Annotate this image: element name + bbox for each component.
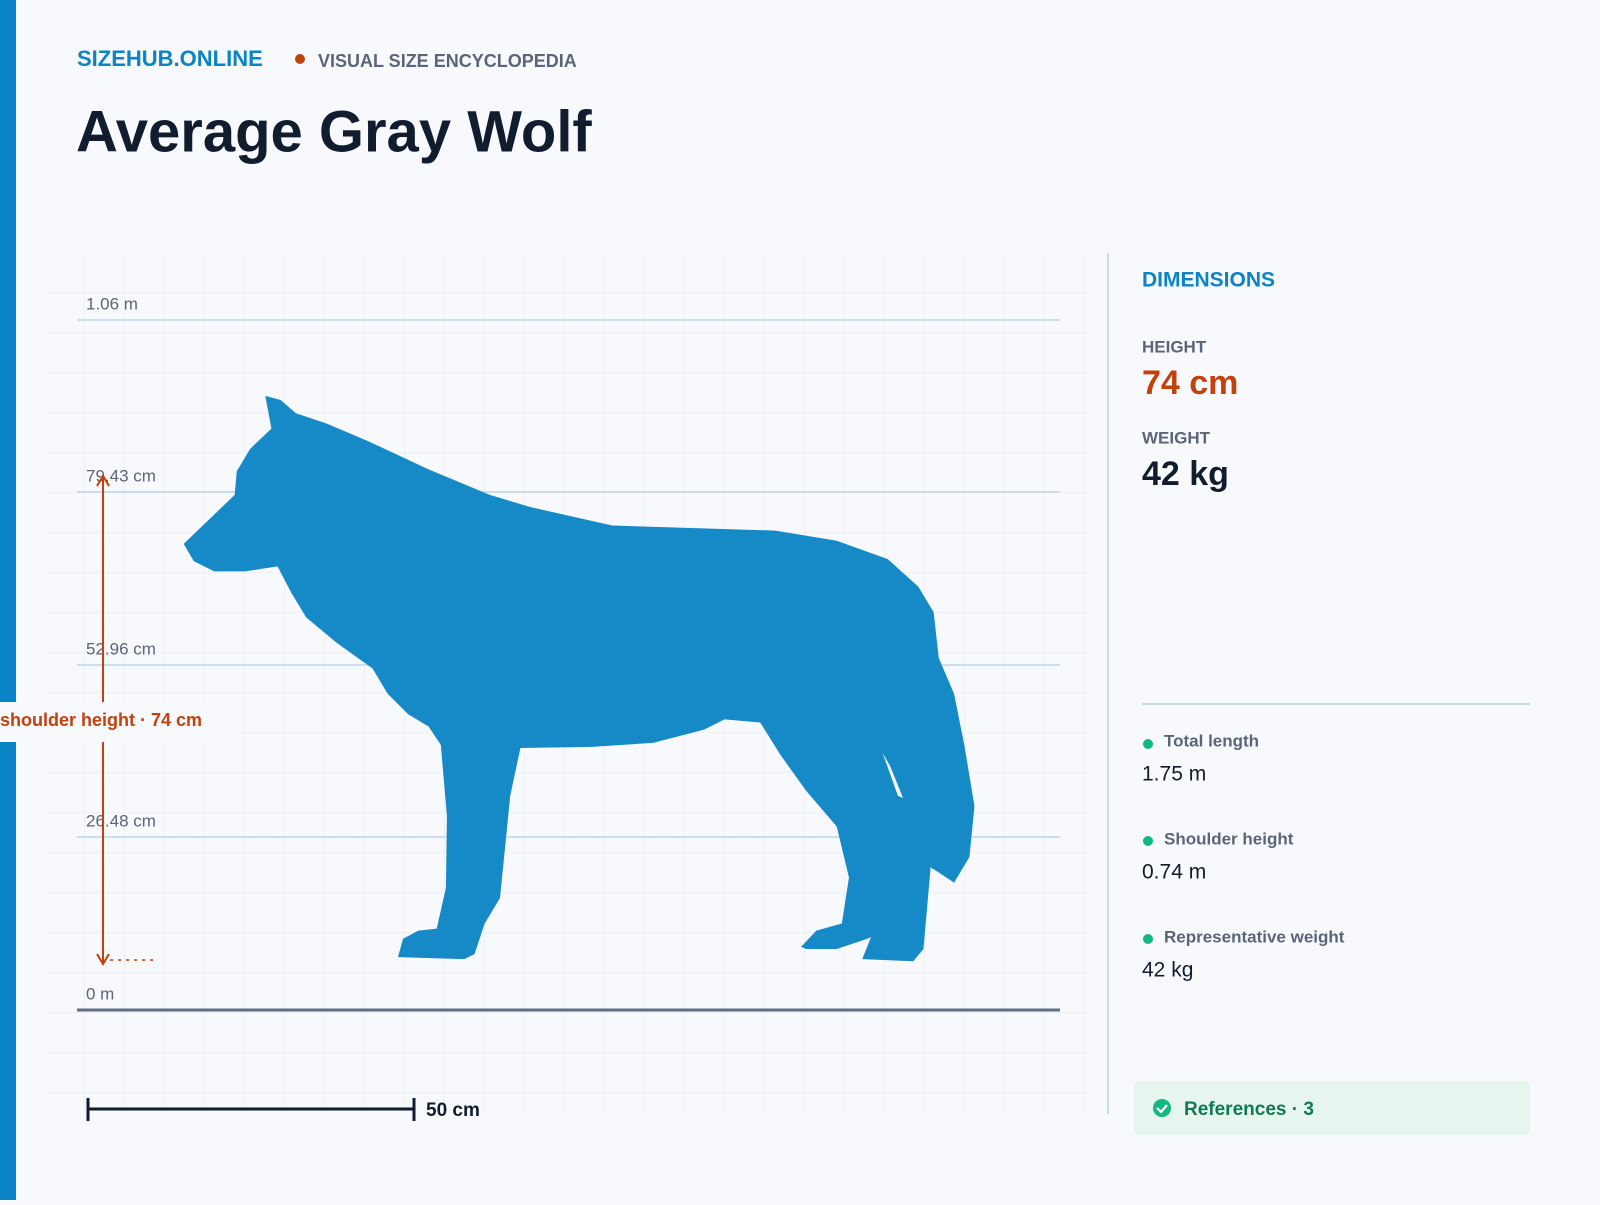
ruler-label: 26.48 cm <box>86 811 156 830</box>
fact-value: 0.74 m <box>1142 861 1206 884</box>
accent-bar <box>0 0 16 1200</box>
stat-label: WEIGHT <box>1142 428 1211 447</box>
scale-label: 50 cm <box>426 1100 480 1121</box>
ruler-label: 79.43 cm <box>86 466 156 485</box>
scale-bar <box>86 1098 416 1121</box>
fact-value: 1.75 m <box>1142 763 1206 786</box>
separator-dot <box>295 54 305 64</box>
stat-value: 74 cm <box>1142 364 1238 402</box>
ruler-label: 0 m <box>86 984 114 1003</box>
fact-label: Shoulder height <box>1164 829 1294 848</box>
check-icon <box>1153 1099 1171 1117</box>
wolf-silhouette <box>183 395 975 962</box>
page-title: Average Gray Wolf <box>76 99 592 164</box>
check-mark <box>1156 1104 1168 1114</box>
brand[interactable]: SIZEHUB.ONLINE <box>77 46 263 71</box>
fact-label: Representative weight <box>1164 927 1345 946</box>
references[interactable]: References · 3 <box>1184 1099 1314 1120</box>
fact-dots <box>1143 739 1153 944</box>
tagline: VISUAL SIZE ENCYCLOPEDIA <box>318 51 577 71</box>
fact-label: Total length <box>1164 731 1259 750</box>
references-box[interactable] <box>1134 1081 1530 1135</box>
ruler-label: 1.06 m <box>86 294 138 313</box>
annotation: shoulder height · 74 cm <box>0 710 202 730</box>
ruler-label: 52.96 cm <box>86 639 156 658</box>
arrow-heads <box>96 474 110 966</box>
sidebar-heading: DIMENSIONS <box>1142 269 1275 292</box>
stat-label: HEIGHT <box>1142 337 1207 356</box>
fact-value: 42 kg <box>1142 959 1193 982</box>
annotation-box <box>0 702 240 742</box>
stat-value: 42 kg <box>1142 455 1229 493</box>
